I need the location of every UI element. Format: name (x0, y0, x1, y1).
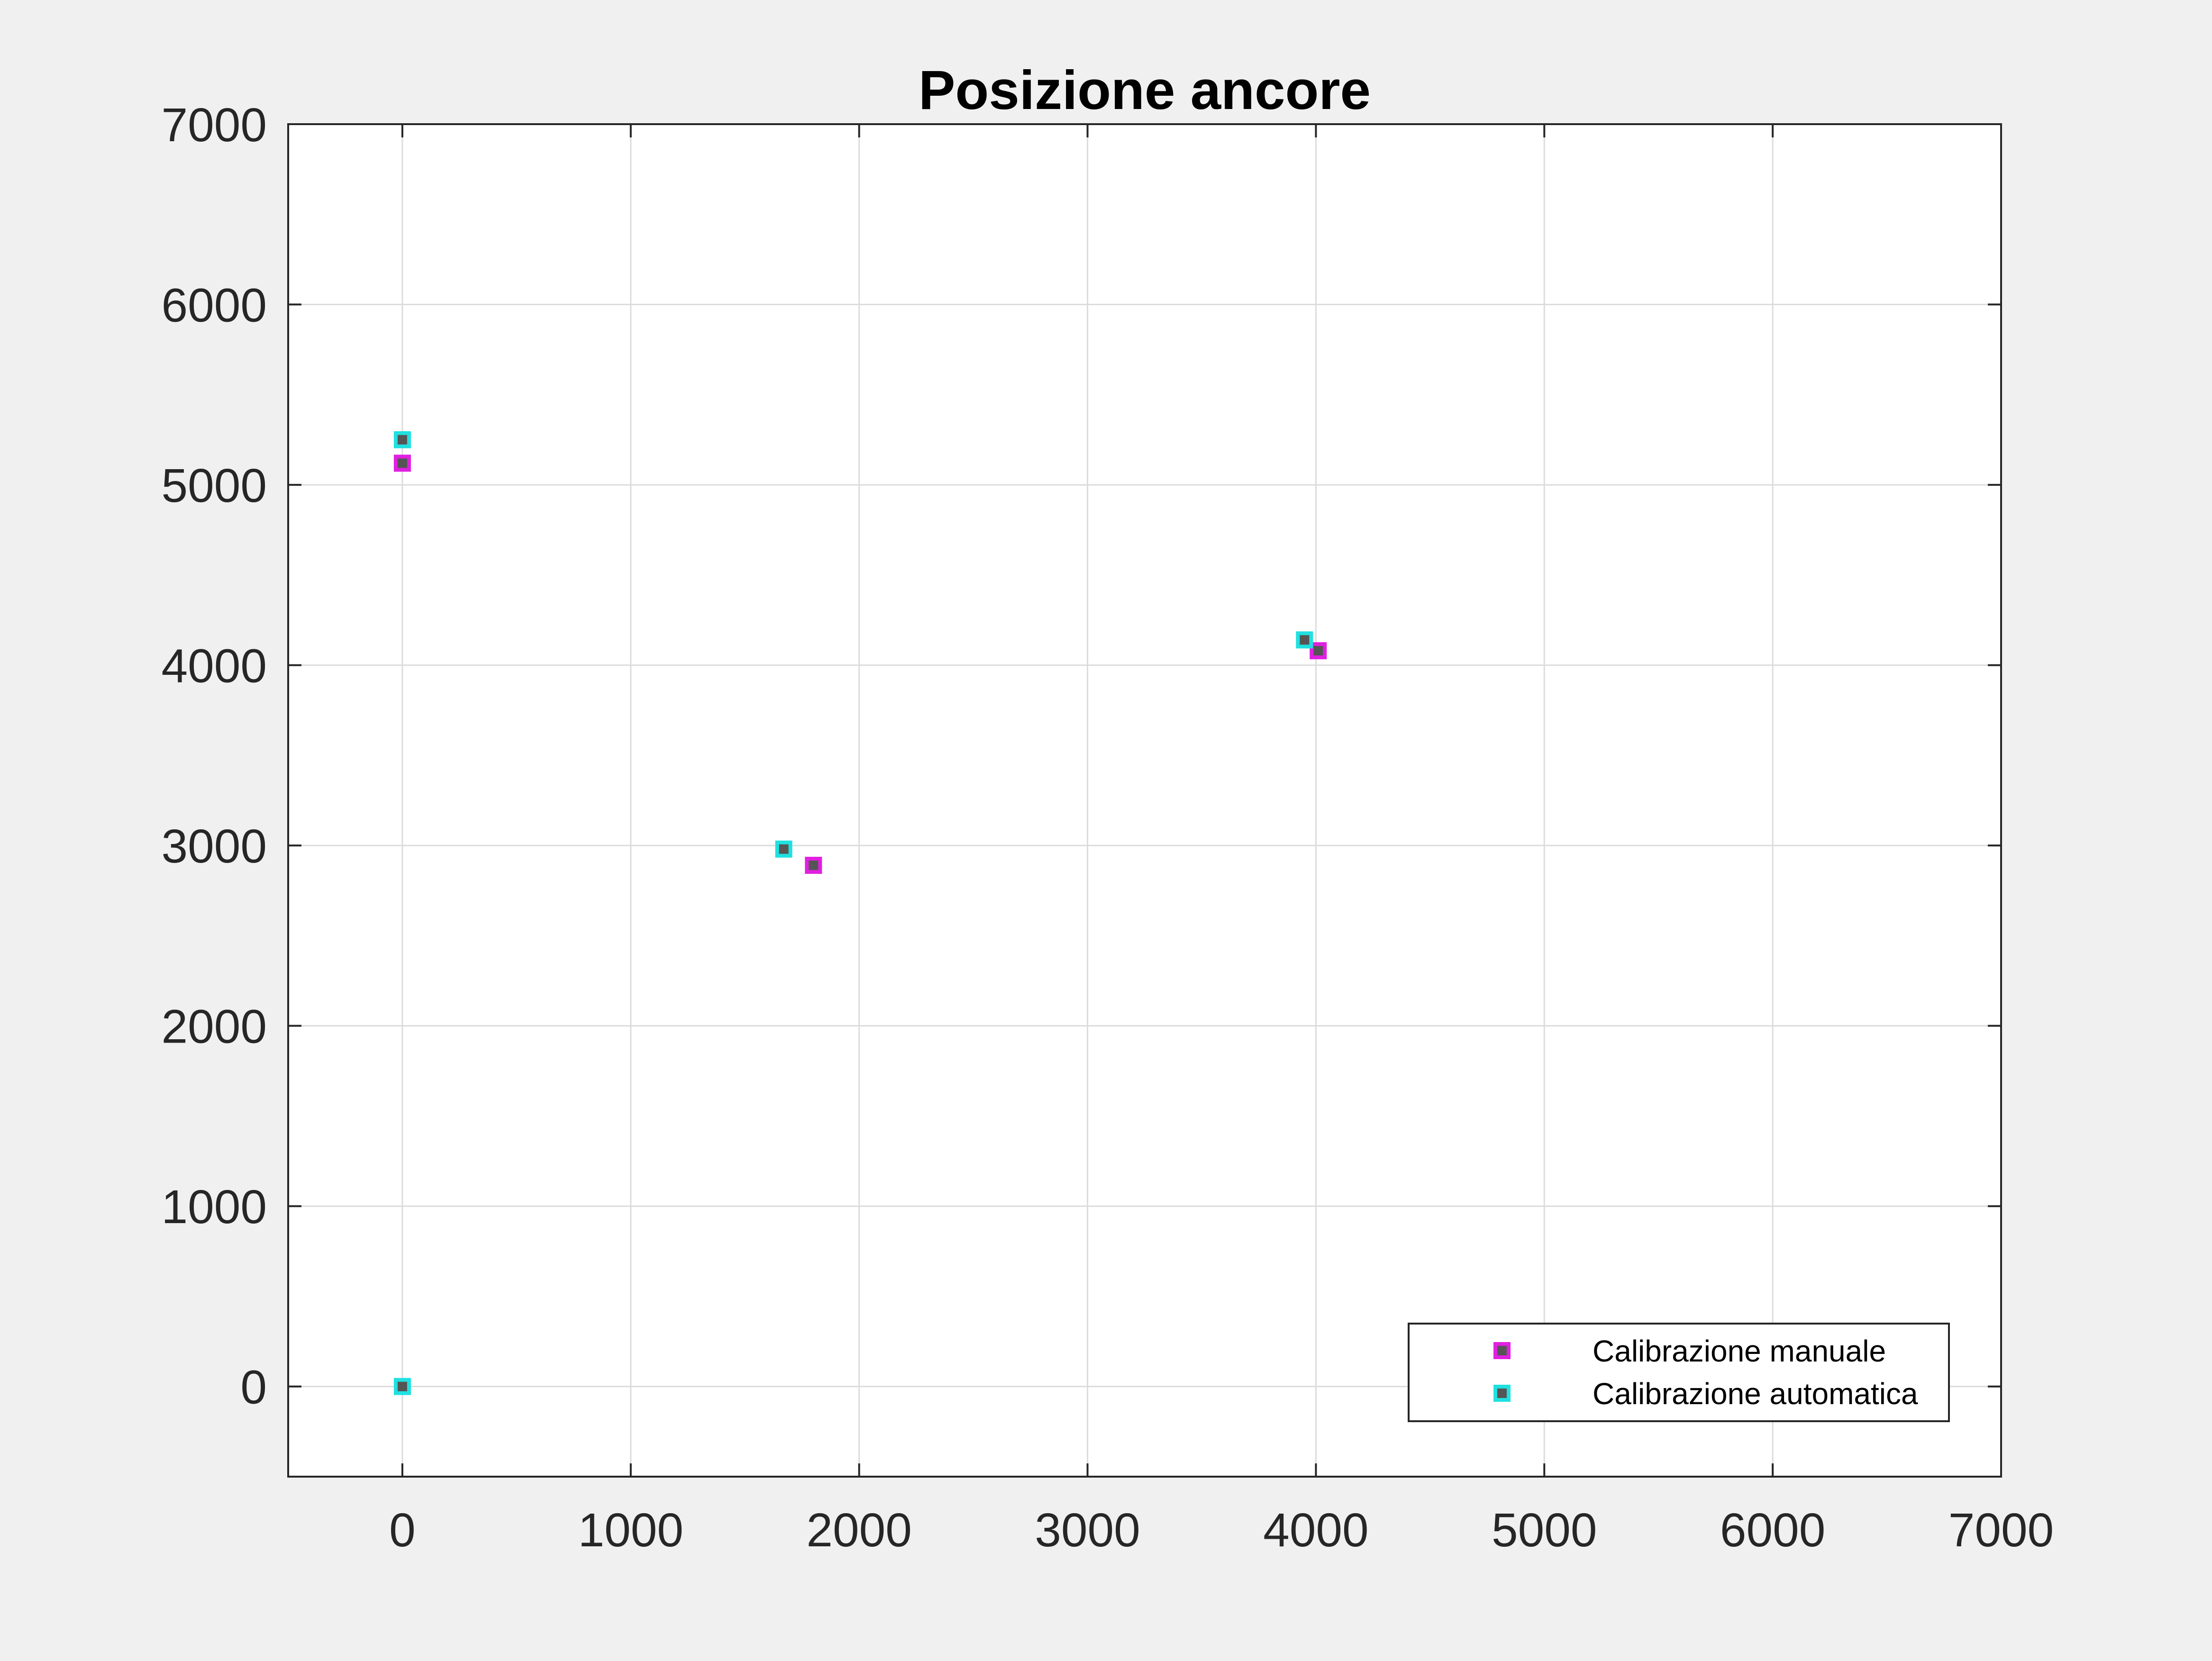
y-tick-label: 2000 (162, 1000, 267, 1053)
y-tick-label: 0 (240, 1361, 267, 1414)
legend-label-manuale: Calibrazione manuale (1593, 1334, 1886, 1368)
x-tick-label: 3000 (1035, 1504, 1140, 1557)
point-automatica (393, 431, 411, 448)
axis-ticks (288, 123, 2002, 1477)
data-points (393, 431, 1327, 1395)
point-manuale (1310, 642, 1327, 660)
legend[interactable]: Calibrazione manuale Calibrazione automa… (1408, 1323, 1950, 1422)
x-tick-label: 0 (389, 1504, 416, 1557)
x-tick-labels: 0 1000 2000 3000 4000 5000 6000 7000 (389, 1504, 2054, 1557)
x-tick-label: 4000 (1263, 1504, 1368, 1557)
point-manuale (805, 856, 822, 874)
y-tick-label: 1000 (162, 1180, 267, 1234)
legend-marker-manuale (1493, 1342, 1511, 1359)
point-automatica (1296, 631, 1313, 649)
legend-label-automatica: Calibrazione automatica (1593, 1377, 1918, 1411)
legend-marker-automatica (1493, 1385, 1511, 1402)
y-tick-label: 3000 (162, 820, 267, 873)
point-manuale (393, 454, 411, 472)
x-tick-label: 5000 (1492, 1504, 1597, 1557)
y-tick-label: 4000 (162, 640, 267, 693)
point-automatica (393, 1378, 411, 1395)
y-tick-label: 6000 (162, 279, 267, 332)
legend-box (1408, 1323, 1950, 1422)
y-tick-label: 7000 (162, 99, 267, 152)
y-tick-label: 5000 (162, 459, 267, 512)
plot-area (288, 124, 2001, 1477)
axes-box (287, 123, 2002, 1478)
y-tick-labels: 0 1000 2000 3000 4000 5000 6000 7000 (162, 99, 267, 1414)
point-automatica (775, 840, 792, 858)
x-tick-label: 2000 (806, 1504, 911, 1557)
x-tick-label: 6000 (1720, 1504, 1825, 1557)
x-tick-label: 1000 (578, 1504, 683, 1557)
x-tick-label: 7000 (1948, 1504, 2054, 1557)
chart-title: Posizione ancore (919, 59, 1371, 121)
grid-lines (288, 123, 2002, 1477)
